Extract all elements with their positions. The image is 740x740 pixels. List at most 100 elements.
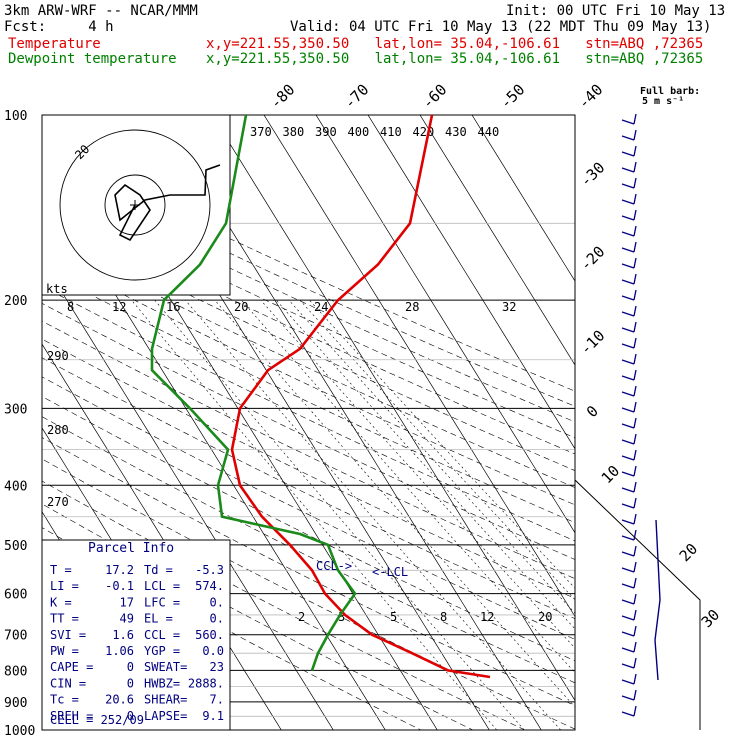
- parcel-cell: CELL = 252/09: [50, 713, 144, 727]
- wind-barb: [633, 241, 637, 253]
- parcel-value: -5.3: [195, 563, 224, 577]
- theta-label: 410: [380, 125, 402, 139]
- theta-label: 420: [413, 125, 435, 139]
- wind-barb: [621, 423, 635, 429]
- wind-barb: [621, 583, 635, 589]
- wind-barb: [621, 503, 635, 509]
- parcel-value: -0.1: [105, 579, 134, 593]
- theta-label: 440: [478, 125, 500, 139]
- isotherm-label: -80: [267, 81, 299, 113]
- pressure-label-100: 100: [4, 109, 27, 124]
- parcel-value: 0.0: [202, 644, 224, 658]
- wind-barb: [633, 289, 637, 301]
- parcel-key: LCL =: [144, 579, 180, 593]
- isotherm-label: -10: [577, 327, 609, 359]
- parcel-value: 1.06: [105, 644, 134, 658]
- wind-barb: [633, 529, 637, 541]
- parcel-key: SWEAT=: [144, 660, 187, 674]
- parcel-key: Td =: [144, 563, 173, 577]
- wind-barb: [633, 433, 637, 445]
- theta-label: 380: [283, 125, 305, 139]
- isotherm-label: -20: [577, 243, 609, 275]
- mixing-ratio-label: 12: [112, 300, 126, 314]
- pressure-label-200: 200: [4, 294, 27, 309]
- wind-barb: [621, 455, 635, 461]
- wind-barb: [633, 481, 637, 493]
- wind-barb: [621, 535, 635, 541]
- wind-barb: [633, 305, 637, 317]
- parcel-key: TT =: [50, 612, 79, 626]
- parcel-value: 560.: [195, 628, 224, 642]
- wind-barb: [654, 519, 661, 681]
- wind-barb: [621, 663, 635, 669]
- parcel-key: PW =: [50, 644, 79, 658]
- mixing-ratio-line: [185, 299, 561, 730]
- wind-barbs: Full barb:5 m s⁻¹: [621, 86, 700, 717]
- isotherm-label: -60: [419, 81, 451, 113]
- wind-barb: [621, 647, 635, 653]
- parcel-value: 1.6: [112, 628, 134, 642]
- dewpoint-station-info: x,y=221.55,350.50 lat,lon= 35.04,-106.61…: [206, 51, 704, 67]
- wind-barb: [621, 183, 635, 189]
- mixing-ratio-label: 8: [440, 610, 447, 624]
- isotherm-label: -40: [575, 81, 607, 113]
- mixing-ratio-label: 12: [480, 610, 494, 624]
- wind-barb: [621, 247, 635, 253]
- parcel-value: 2888.: [188, 676, 224, 690]
- parcel-key: LI =: [50, 579, 79, 593]
- wind-barb: [633, 545, 637, 557]
- wind-barb: [633, 145, 637, 157]
- pressure-label-800: 800: [4, 664, 27, 679]
- isotherm-label: -50: [497, 81, 529, 113]
- barb-legend-title: Full barb:: [640, 86, 700, 97]
- parcel-value: 23: [210, 660, 224, 674]
- parcel-key: HWBZ=: [144, 676, 180, 690]
- parcel-key: SREH =: [50, 709, 93, 723]
- hodograph-ring-outer: [59, 129, 211, 281]
- wind-barb: [621, 471, 635, 477]
- wind-barb: [621, 231, 635, 237]
- wind-barb: [621, 215, 635, 221]
- temperature-legend: Temperature: [8, 36, 101, 52]
- barb-legend-units: 5 m s⁻¹: [642, 96, 684, 107]
- isotherm-label: -70: [341, 81, 373, 113]
- parcel-value: 17.2: [105, 563, 134, 577]
- wind-barb: [633, 321, 637, 333]
- mixing-ratio-label: 5: [390, 610, 397, 624]
- wind-barb: [621, 599, 635, 605]
- theta-label: 400: [348, 125, 370, 139]
- theta-label: 430: [445, 125, 467, 139]
- dry-adiabat-label: 290: [47, 349, 69, 363]
- wind-barb: [633, 497, 637, 509]
- valid-time: Valid: 04 UTC Fri 10 May 13 (22 MDT Thu …: [290, 19, 712, 35]
- wind-barb: [633, 625, 637, 637]
- parcel-panel-frame: [41, 539, 231, 731]
- parcel-value: 20.6: [105, 693, 134, 707]
- wind-barb: [633, 113, 637, 125]
- pressure-label-900: 900: [4, 696, 27, 711]
- parcel-value: 49: [120, 612, 134, 626]
- mixing-ratio-line: [299, 299, 575, 601]
- pressure-label-600: 600: [4, 588, 27, 603]
- parcel-key: LFC =: [144, 595, 180, 609]
- wind-barb: [633, 561, 637, 573]
- wind-barb: [621, 263, 635, 269]
- wind-barb: [633, 689, 637, 701]
- parcel-key: EL =: [144, 612, 173, 626]
- isotherm-label: 0: [583, 402, 602, 421]
- wind-barb: [621, 567, 635, 573]
- parcel-value: 0: [127, 660, 134, 674]
- wind-barb: [633, 337, 637, 349]
- ccl-marker: CCL->: [316, 559, 352, 573]
- wind-barb: [621, 359, 635, 365]
- pressure-label-400: 400: [4, 479, 27, 494]
- wind-barb: [621, 167, 635, 173]
- mixing-ratio-label: 16: [166, 300, 180, 314]
- parcel-title: Parcel Info: [88, 541, 174, 556]
- wind-barb: [633, 593, 637, 605]
- dry-adiabat-label: 270: [47, 495, 69, 509]
- mixing-ratio-label: 3: [338, 610, 345, 624]
- parcel-value: 0: [127, 676, 134, 690]
- isotherm-label: -30: [577, 159, 609, 191]
- wind-barb: [633, 209, 637, 221]
